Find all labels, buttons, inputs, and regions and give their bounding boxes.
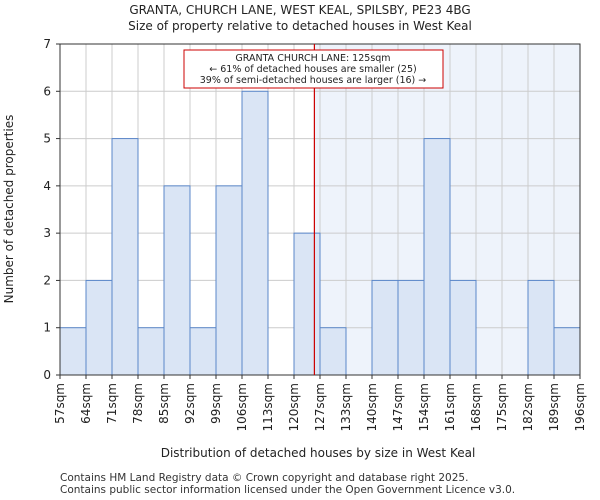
x-tick-label: 154sqm — [417, 383, 431, 431]
annotation-line-2: ← 61% of detached houses are smaller (25… — [209, 64, 416, 75]
bar-78sqm — [137, 327, 165, 376]
bar-64sqm — [85, 279, 113, 376]
footer-line-1: Contains HM Land Registry data © Crown c… — [60, 472, 469, 484]
x-tick-label: 147sqm — [391, 383, 405, 431]
x-axis-label: Distribution of detached houses by size … — [161, 446, 476, 460]
bar-147sqm — [397, 279, 425, 376]
bar-154sqm — [423, 138, 451, 376]
x-tick-label: 133sqm — [339, 383, 353, 431]
x-tick-label: 161sqm — [443, 383, 457, 431]
x-tick-label: 189sqm — [547, 383, 561, 431]
annotation-line-1: GRANTA CHURCH LANE: 125sqm — [235, 53, 390, 64]
bar-182sqm — [527, 279, 555, 376]
y-tick-label: 3 — [43, 226, 51, 240]
y-tick-label: 6 — [43, 84, 51, 98]
y-axis-label: Number of detached properties — [2, 115, 16, 304]
x-tick-label: 57sqm — [53, 383, 67, 424]
x-tick-label: 140sqm — [365, 383, 379, 431]
x-tick-label: 113sqm — [261, 383, 275, 431]
y-tick-label: 5 — [43, 132, 51, 146]
bar-85sqm — [163, 185, 191, 376]
bar-99sqm — [215, 185, 243, 376]
x-tick-label: 64sqm — [79, 383, 93, 424]
x-tick-label: 182sqm — [521, 383, 535, 431]
bar-57sqm — [59, 327, 87, 376]
bar-120sqm — [293, 232, 321, 376]
bar-140sqm — [371, 279, 399, 376]
bar-92sqm — [189, 327, 217, 376]
footer-line-2: Contains public sector information licen… — [60, 484, 516, 496]
bar-161sqm — [449, 279, 477, 376]
x-tick-label: 168sqm — [469, 383, 483, 431]
x-tick-label: 120sqm — [287, 383, 301, 431]
bar-71sqm — [111, 138, 139, 376]
x-tick-label: 106sqm — [235, 383, 249, 431]
y-tick-label: 0 — [43, 368, 51, 382]
annotation-box: GRANTA CHURCH LANE: 125sqm ← 61% of deta… — [183, 49, 444, 89]
x-tick-label: 175sqm — [495, 383, 509, 431]
y-tick-label: 2 — [43, 273, 51, 287]
bar-127sqm — [319, 327, 347, 376]
x-tick-label: 85sqm — [157, 383, 171, 424]
chart-subtitle: Size of property relative to detached ho… — [128, 19, 472, 33]
x-tick-label: 71sqm — [105, 383, 119, 424]
x-tick-label: 92sqm — [183, 383, 197, 424]
y-tick-label: 4 — [43, 179, 51, 193]
x-tick-label: 196sqm — [573, 383, 587, 431]
x-tick-label: 127sqm — [313, 383, 327, 431]
y-tick-label: 1 — [43, 321, 51, 335]
y-tick-label: 7 — [43, 37, 51, 51]
bar-189sqm — [553, 327, 581, 376]
bar-106sqm — [241, 90, 269, 376]
x-tick-label: 99sqm — [209, 383, 223, 424]
annotation-line-3: 39% of semi-detached houses are larger (… — [200, 75, 427, 86]
chart-title: GRANTA, CHURCH LANE, WEST KEAL, SPILSBY,… — [129, 3, 470, 17]
x-tick-label: 78sqm — [131, 383, 145, 424]
